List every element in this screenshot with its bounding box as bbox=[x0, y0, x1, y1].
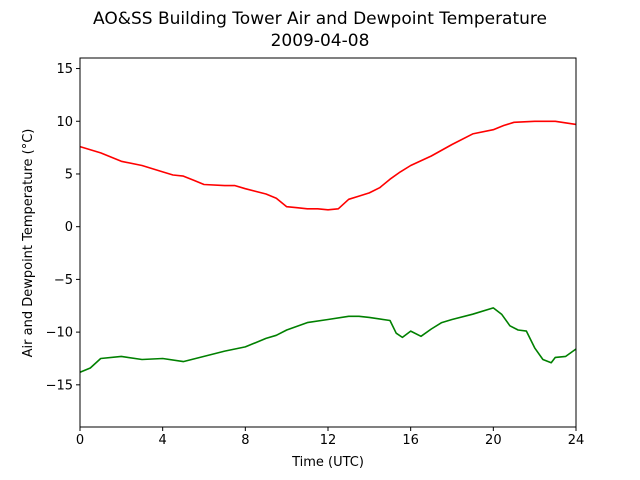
series-line-1 bbox=[79, 307, 577, 373]
y-tick-label: 5 bbox=[65, 167, 73, 182]
y-tick-label: −10 bbox=[46, 326, 73, 341]
x-axis-label: Time (UTC) bbox=[291, 455, 364, 470]
x-tick-label: 12 bbox=[320, 433, 337, 448]
y-axis-label: Air and Dewpoint Temperature (°C) bbox=[21, 129, 36, 358]
x-tick-label: 8 bbox=[241, 433, 249, 448]
y-tick-label: 10 bbox=[56, 115, 73, 130]
y-tick-label: −15 bbox=[46, 378, 73, 393]
y-tick-label: −5 bbox=[54, 273, 73, 288]
x-tick-label: 24 bbox=[568, 433, 585, 448]
chart-subtitle: 2009-04-08 bbox=[271, 31, 370, 51]
y-tick-label: 0 bbox=[65, 220, 73, 235]
y-tick-label: 15 bbox=[56, 62, 73, 77]
x-tick-label: 16 bbox=[402, 433, 419, 448]
plot-area-frame bbox=[79, 57, 577, 428]
x-tick-label: 20 bbox=[485, 433, 502, 448]
series-line-0 bbox=[79, 120, 577, 211]
series-layer bbox=[79, 120, 577, 373]
x-tick-label: 4 bbox=[159, 433, 167, 448]
chart-title: AO&SS Building Tower Air and Dewpoint Te… bbox=[93, 9, 547, 29]
ticks-layer: 0 4 8 12 16 20 24 −15 −10 −5 0 5 10 15 bbox=[46, 62, 585, 448]
x-tick-label: 0 bbox=[76, 433, 84, 448]
